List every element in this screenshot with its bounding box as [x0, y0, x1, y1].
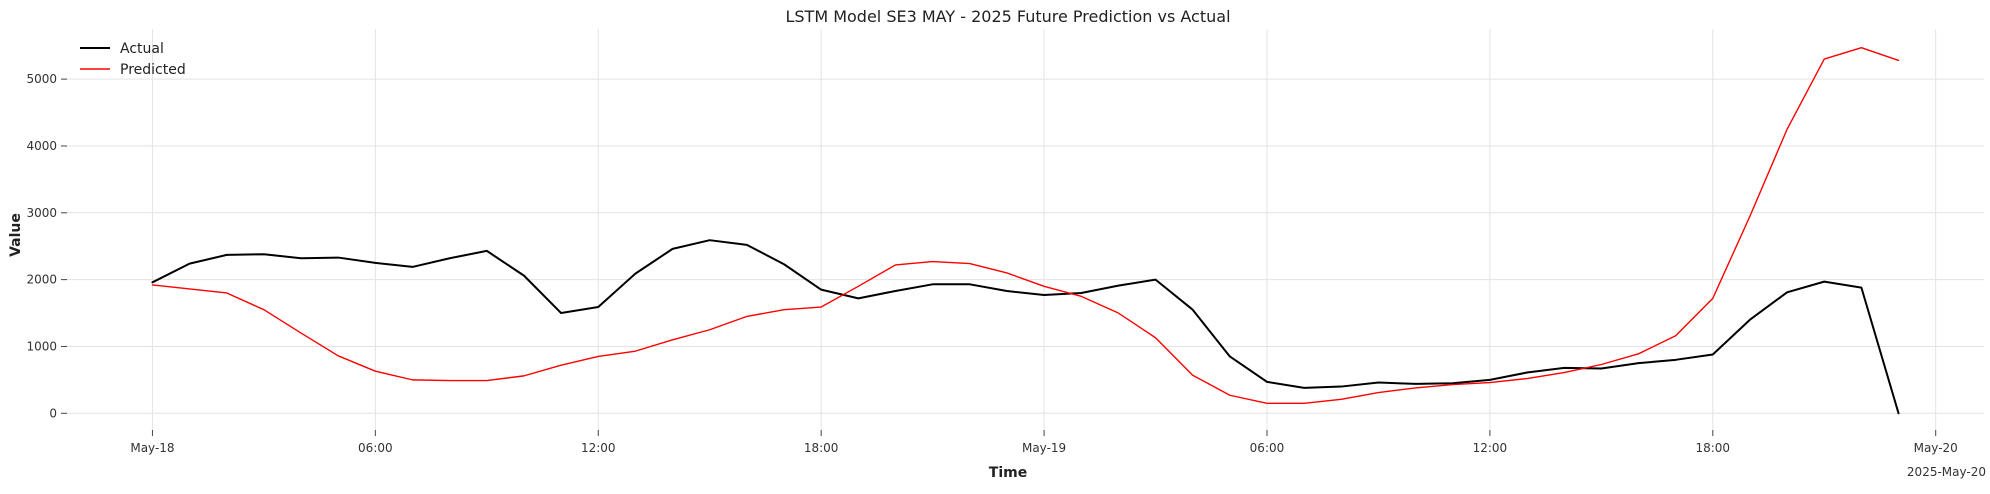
y-tick-label: 1000: [26, 339, 57, 353]
x-tick-label: 18:00: [1695, 441, 1730, 455]
x-tick-label: May-19: [1022, 441, 1066, 455]
x-tick-label: 18:00: [804, 441, 839, 455]
legend-label-predicted: Predicted: [120, 62, 186, 78]
chart-title: LSTM Model SE3 MAY - 2025 Future Predict…: [785, 7, 1230, 26]
x-tick-label: 12:00: [1473, 441, 1508, 455]
x-tick-label: May-18: [130, 441, 174, 455]
x-offset-label: 2025-May-20: [1907, 465, 1986, 479]
y-tick-label: 3000: [26, 206, 57, 220]
legend-label-actual: Actual: [120, 41, 164, 57]
y-tick-label: 0: [49, 406, 57, 420]
x-tick-label: 12:00: [581, 441, 616, 455]
x-tick-label: May-20: [1914, 441, 1958, 455]
x-axis-label: Time: [989, 465, 1027, 481]
y-tick-label: 2000: [26, 273, 57, 287]
x-tick-label: 06:00: [1250, 441, 1285, 455]
legend: Actual Predicted: [80, 41, 186, 78]
y-axis-label: Value: [8, 213, 24, 257]
y-tick-label: 4000: [26, 139, 57, 153]
series-line-predicted: [151, 47, 1900, 404]
x-tick-label: 06:00: [358, 441, 393, 455]
series-line-actual: [151, 239, 1900, 415]
y-tick-label: 5000: [26, 72, 57, 86]
